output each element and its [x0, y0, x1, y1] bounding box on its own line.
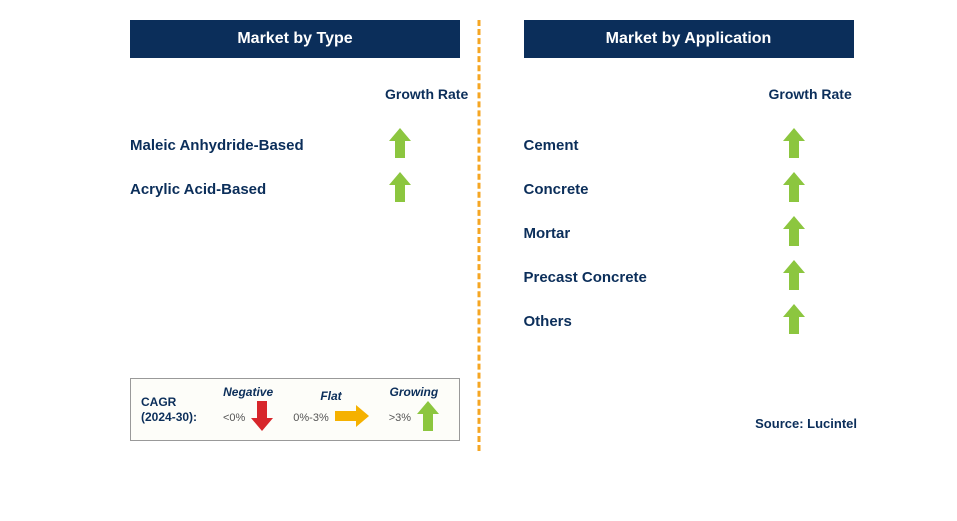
- legend-col-negative: Negative <0%: [213, 385, 283, 434]
- panel-title: Market by Application: [524, 20, 854, 58]
- table-row: Precast Concrete: [524, 255, 858, 299]
- arrow-down-icon: [251, 401, 273, 434]
- legend-title: Negative: [223, 385, 273, 399]
- column-header-growth-rate: Growth Rate: [385, 86, 468, 102]
- type-rows: Maleic Anhydride-Based Acrylic Acid-Base…: [130, 123, 464, 211]
- column-header-growth-rate: Growth Rate: [769, 86, 852, 102]
- arrow-up-icon: [783, 260, 805, 295]
- infographic-container: Market by Type Growth Rate Maleic Anhydr…: [0, 0, 957, 521]
- row-label: Maleic Anhydride-Based: [130, 137, 370, 154]
- table-row: Maleic Anhydride-Based: [130, 123, 464, 167]
- panel-title: Market by Type: [130, 20, 460, 58]
- arrow-right-icon: [335, 405, 369, 430]
- legend-cagr-line2: (2024-30):: [141, 410, 197, 424]
- row-label: Acrylic Acid-Based: [130, 181, 370, 198]
- cagr-legend: CAGR (2024-30): Negative <0% Flat 0%-3% …: [130, 378, 460, 441]
- table-row: Mortar: [524, 211, 858, 255]
- legend-range: 0%-3%: [293, 412, 328, 424]
- row-label: Precast Concrete: [524, 269, 764, 286]
- source-label: Source: Lucintel: [755, 416, 857, 431]
- row-label: Cement: [524, 137, 764, 154]
- growth-indicator: [764, 128, 824, 163]
- legend-cagr-label: CAGR (2024-30):: [141, 395, 203, 424]
- legend-range: >3%: [389, 412, 411, 424]
- legend-title: Flat: [320, 389, 341, 403]
- growth-indicator: [764, 304, 824, 339]
- row-label: Concrete: [524, 181, 764, 198]
- panel-market-by-application: Market by Application Growth Rate Cement…: [494, 20, 858, 501]
- application-rows: Cement Concrete Mortar Precast Concrete: [524, 123, 858, 343]
- legend-col-flat: Flat 0%-3%: [293, 389, 368, 430]
- arrow-up-icon: [783, 128, 805, 163]
- growth-indicator: [370, 172, 430, 207]
- legend-col-growing: Growing >3%: [379, 385, 449, 434]
- row-label: Others: [524, 313, 764, 330]
- table-row: Cement: [524, 123, 858, 167]
- legend-title: Growing: [390, 385, 439, 399]
- legend-cagr-line1: CAGR: [141, 395, 176, 409]
- table-row: Acrylic Acid-Based: [130, 167, 464, 211]
- growth-indicator: [764, 216, 824, 251]
- panel-market-by-type: Market by Type Growth Rate Maleic Anhydr…: [130, 20, 494, 501]
- arrow-up-icon: [783, 304, 805, 339]
- arrow-up-icon: [389, 172, 411, 207]
- growth-indicator: [370, 128, 430, 163]
- growth-indicator: [764, 260, 824, 295]
- arrow-up-icon: [389, 128, 411, 163]
- arrow-up-icon: [783, 172, 805, 207]
- arrow-up-icon: [783, 216, 805, 251]
- legend-range: <0%: [223, 412, 245, 424]
- table-row: Others: [524, 299, 858, 343]
- table-row: Concrete: [524, 167, 858, 211]
- row-label: Mortar: [524, 225, 764, 242]
- growth-indicator: [764, 172, 824, 207]
- arrow-up-icon: [417, 401, 439, 434]
